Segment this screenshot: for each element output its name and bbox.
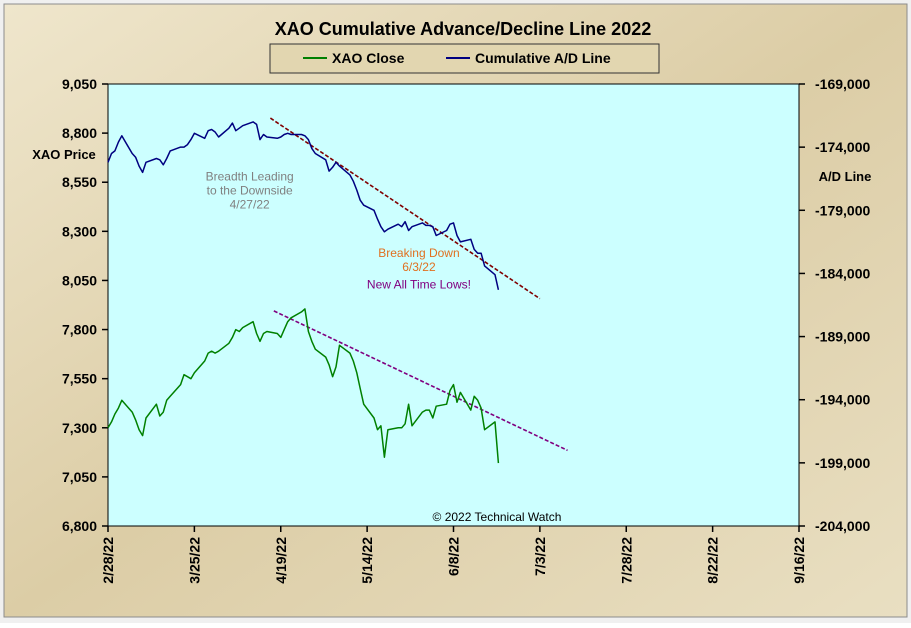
annotation-text: 6/3/22 <box>402 260 436 274</box>
left-tick-label: 9,050 <box>62 76 97 92</box>
right-tick-label: -179,000 <box>815 202 870 218</box>
annotation-text: New All Time Lows! <box>367 277 471 291</box>
plot-area <box>107 83 800 527</box>
x-tick-label: 9/16/22 <box>791 537 807 584</box>
annotation-text: to the Downside <box>207 183 293 197</box>
trendline <box>269 117 541 300</box>
left-tick-label: 8,050 <box>62 272 97 288</box>
right-tick-label: -184,000 <box>815 265 870 281</box>
legend-label-xao-close: XAO Close <box>332 50 405 66</box>
series-layer <box>107 121 500 464</box>
legend: XAO Close Cumulative A/D Line <box>269 43 660 74</box>
series-line-ad-line <box>107 121 500 290</box>
right-tick-label: -194,000 <box>815 392 870 408</box>
left-axis-label: XAO Price <box>32 147 96 162</box>
x-axis-ticks: 2/28/22 3/25/22 4/19/22 5/14/22 6/8/22 7/3/22… <box>100 526 807 584</box>
x-tick-label: 6/8/22 <box>446 537 462 576</box>
copyright: © 2022 Technical Watch <box>433 510 562 524</box>
left-tick-label: 7,050 <box>62 469 97 485</box>
trendlines <box>269 117 568 452</box>
left-tick-label: 8,800 <box>62 125 97 141</box>
annotation-text: Breadth Leading <box>206 169 294 183</box>
right-tick-label: -204,000 <box>815 518 870 534</box>
right-tick-label: -174,000 <box>815 139 870 155</box>
x-tick-label: 8/22/22 <box>705 537 721 584</box>
left-tick-label: 8,550 <box>62 174 97 190</box>
right-axis-ticks: -169,000 -174,000 -179,000 -184,000 -189,000… <box>799 76 870 534</box>
right-tick-label: -189,000 <box>815 329 870 345</box>
annotation-text: 4/27/22 <box>230 197 270 211</box>
left-tick-label: 7,800 <box>62 322 97 338</box>
left-axis-ticks: 9,050 8,800 8,550 8,300 8,050 7,800 7,550 7,300… <box>62 76 108 534</box>
x-tick-label: 3/25/22 <box>186 537 202 584</box>
right-tick-label: -199,000 <box>815 455 870 471</box>
left-tick-label: 6,800 <box>62 518 97 534</box>
legend-label-ad-line: Cumulative A/D Line <box>475 50 611 66</box>
left-tick-label: 7,300 <box>62 420 97 436</box>
x-tick-label: 4/19/22 <box>273 537 289 584</box>
left-tick-label: 8,300 <box>62 223 97 239</box>
right-axis-label: A/D Line <box>819 169 872 184</box>
left-tick-label: 7,550 <box>62 371 97 387</box>
x-tick-label: 2/28/22 <box>100 537 116 584</box>
x-tick-label: 7/3/22 <box>532 537 548 576</box>
chart-title: XAO Cumulative Advance/Decline Line 2022 <box>275 19 651 39</box>
x-tick-label: 7/28/22 <box>618 537 634 584</box>
x-tick-label: 5/14/22 <box>359 537 375 584</box>
annotation-text: Breaking Down <box>378 246 459 260</box>
right-tick-label: -169,000 <box>815 76 870 92</box>
trendline <box>273 310 568 452</box>
series-line-xao-close <box>107 308 500 464</box>
